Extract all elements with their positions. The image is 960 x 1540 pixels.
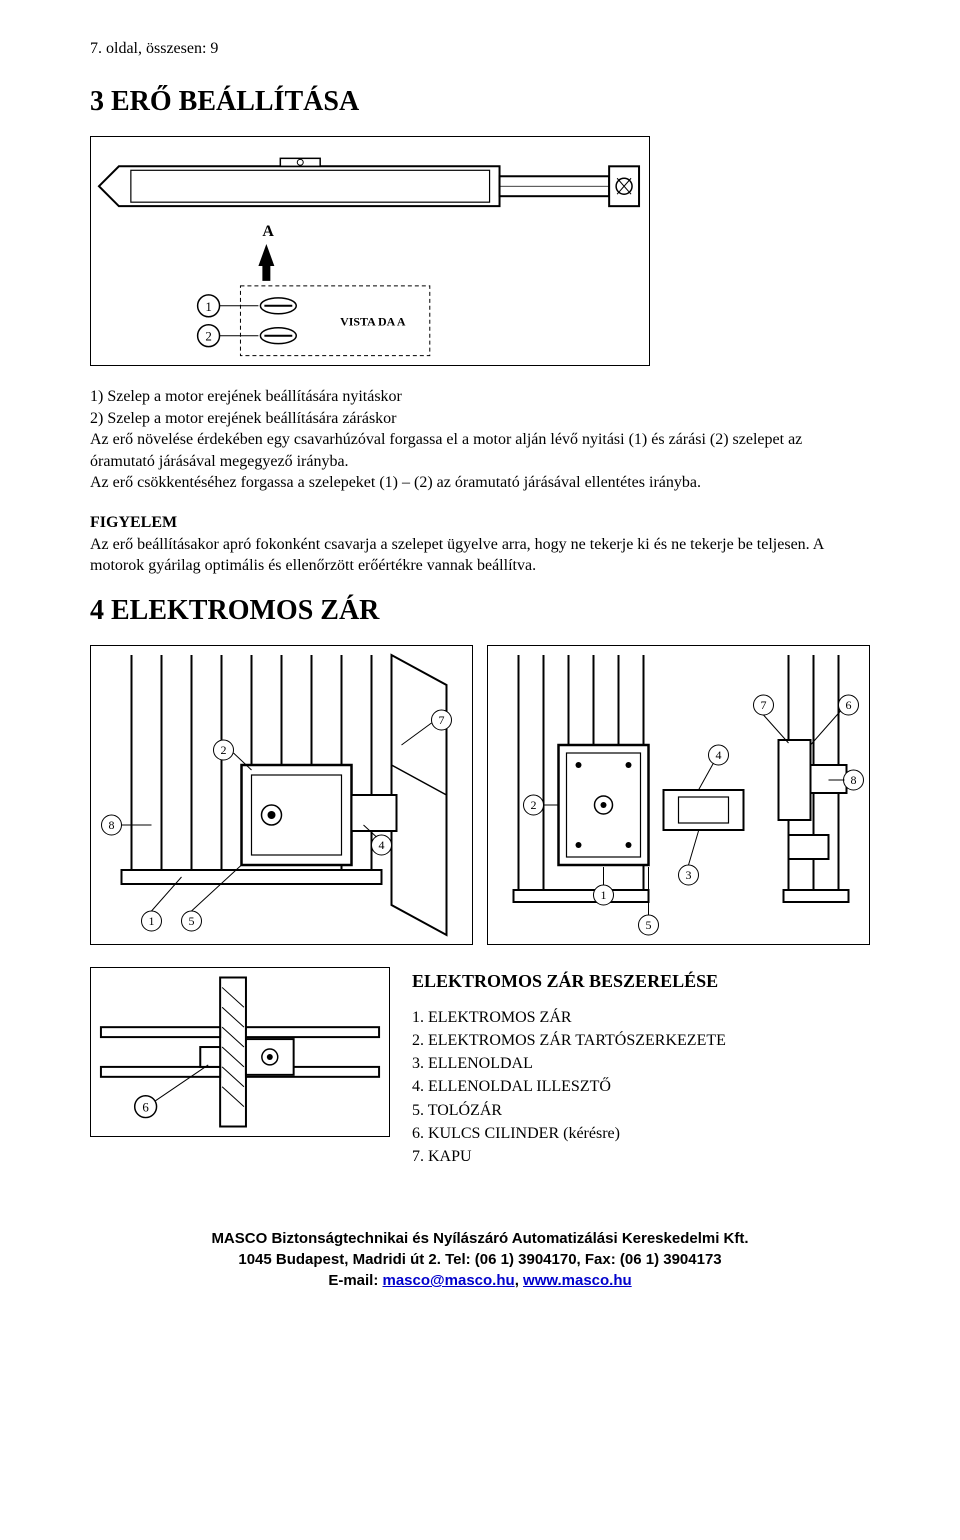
install-item-4: 4. ELLENOLDAL ILLESZTŐ — [412, 1075, 870, 1098]
label-valve-1: 1 — [205, 299, 211, 314]
footer-line3: E-mail: masco@masco.hu, www.masco.hu — [90, 1270, 870, 1291]
label-arrow-a: A — [262, 223, 274, 240]
install-item-7: 7. KAPU — [412, 1145, 870, 1168]
lr-4: 4 — [716, 748, 722, 762]
figure-actuator: A 1 2 VISTA DA A — [90, 136, 650, 366]
label-valve-2: 2 — [205, 329, 211, 344]
warn-label: FIGYELEM — [90, 512, 870, 534]
footer-email-link[interactable]: masco@masco.hu — [383, 1272, 515, 1289]
footer-mid: , — [515, 1272, 523, 1289]
label-vista: VISTA DA A — [340, 315, 406, 329]
ll-5: 5 — [189, 914, 195, 928]
section3-warning: FIGYELEM Az erő beállításakor apró fokon… — [90, 512, 870, 577]
lr-3: 3 — [686, 868, 692, 882]
install-item-3: 3. ELLENOLDAL — [412, 1052, 870, 1075]
section3-p2: Az erő csökkentéséhez forgassa a szelepe… — [90, 472, 870, 494]
lr-8: 8 — [851, 773, 857, 787]
warn-text: Az erő beállításakor apró fokonként csav… — [90, 536, 823, 575]
page-marker: 7. oldal, összesen: 9 — [90, 40, 870, 58]
lr-6: 6 — [846, 698, 852, 712]
section3-li1: 1) Szelep a motor erejének beállítására … — [90, 386, 870, 408]
install-item-5: 5. TOLÓZÁR — [412, 1099, 870, 1122]
ll-2: 2 — [221, 743, 227, 757]
footer-line1: MASCO Biztonságtechnikai és Nyílászáró A… — [90, 1228, 870, 1249]
install-item-1: 1. ELEKTROMOS ZÁR — [412, 1006, 870, 1029]
section3-li2: 2) Szelep a motor erejének beállítására … — [90, 408, 870, 430]
lr-5: 5 — [646, 918, 652, 932]
install-title: ELEKTROMOS ZÁR BESZERELÉSE — [412, 971, 870, 992]
figure-cylinder: 6 — [90, 967, 390, 1137]
footer-email-prefix: E-mail: — [328, 1272, 382, 1289]
ll-8: 8 — [109, 818, 115, 832]
section3-p1: Az erő növelése érdekében egy csavarhúzó… — [90, 429, 870, 472]
footer-line2: 1045 Budapest, Madridi út 2. Tel: (06 1)… — [90, 1249, 870, 1270]
ll-7: 7 — [439, 713, 445, 727]
ll-4: 4 — [379, 838, 385, 852]
install-item-6: 6. KULCS CILINDER (kérésre) — [412, 1122, 870, 1145]
section4-title: 4 ELEKTROMOS ZÁR — [90, 595, 870, 627]
figure-lock-left: 1 5 8 2 4 7 — [90, 645, 473, 945]
section3-title: 3 ERŐ BEÁLLÍTÁSA — [90, 86, 870, 118]
page-footer: MASCO Biztonságtechnikai és Nyílászáró A… — [90, 1228, 870, 1291]
footer-url-link[interactable]: www.masco.hu — [523, 1272, 632, 1289]
section3-body: 1) Szelep a motor erejének beállítására … — [90, 386, 870, 494]
lr-1: 1 — [601, 888, 607, 902]
install-block: ELEKTROMOS ZÁR BESZERELÉSE 1. ELEKTROMOS… — [412, 967, 870, 1168]
ll-1: 1 — [149, 914, 155, 928]
lr-2: 2 — [531, 798, 537, 812]
lr-7: 7 — [761, 698, 767, 712]
figure-lock-right: 1 2 3 4 5 6 7 8 — [487, 645, 870, 945]
cyl-6: 6 — [142, 1099, 149, 1114]
install-item-2: 2. ELEKTROMOS ZÁR TARTÓSZERKEZETE — [412, 1029, 870, 1052]
